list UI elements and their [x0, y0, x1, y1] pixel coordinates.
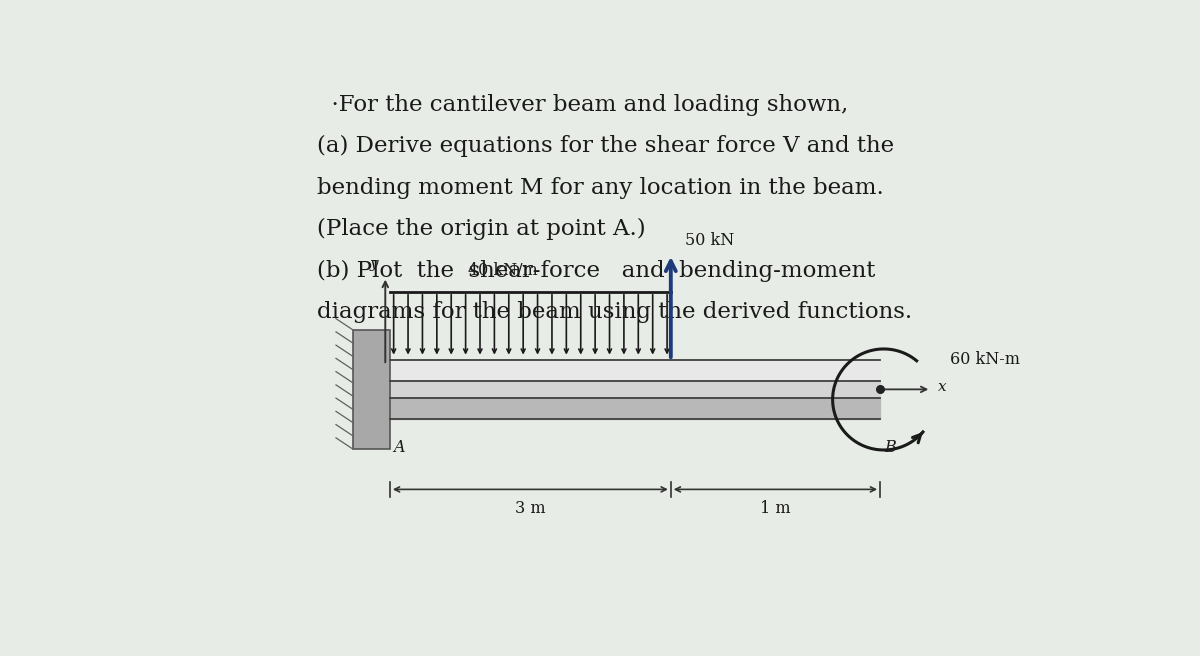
- Bar: [390, 360, 880, 419]
- Text: 3 m: 3 m: [515, 501, 546, 518]
- Text: y: y: [370, 256, 378, 271]
- Text: 50 kN: 50 kN: [685, 232, 734, 249]
- Text: ·For the cantilever beam and loading shown,: ·For the cantilever beam and loading sho…: [317, 94, 848, 116]
- Text: 40 kN/m: 40 kN/m: [468, 262, 538, 279]
- Text: A: A: [394, 439, 406, 456]
- Text: 60 kN-m: 60 kN-m: [950, 350, 1020, 367]
- Text: diagrams for the beam using the derived functions.: diagrams for the beam using the derived …: [317, 301, 912, 323]
- Text: (a) Derive equations for the shear force V and the: (a) Derive equations for the shear force…: [317, 135, 894, 157]
- Text: x: x: [937, 380, 947, 394]
- Text: B: B: [883, 439, 895, 456]
- Text: (b) Plot  the  shear-force   and  bending-moment: (b) Plot the shear-force and bending-mom…: [317, 260, 876, 281]
- Text: (Place the origin at point A.): (Place the origin at point A.): [317, 218, 646, 240]
- Text: bending moment M for any location in the beam.: bending moment M for any location in the…: [317, 176, 884, 199]
- Bar: [353, 330, 390, 449]
- Text: 1 m: 1 m: [760, 501, 791, 518]
